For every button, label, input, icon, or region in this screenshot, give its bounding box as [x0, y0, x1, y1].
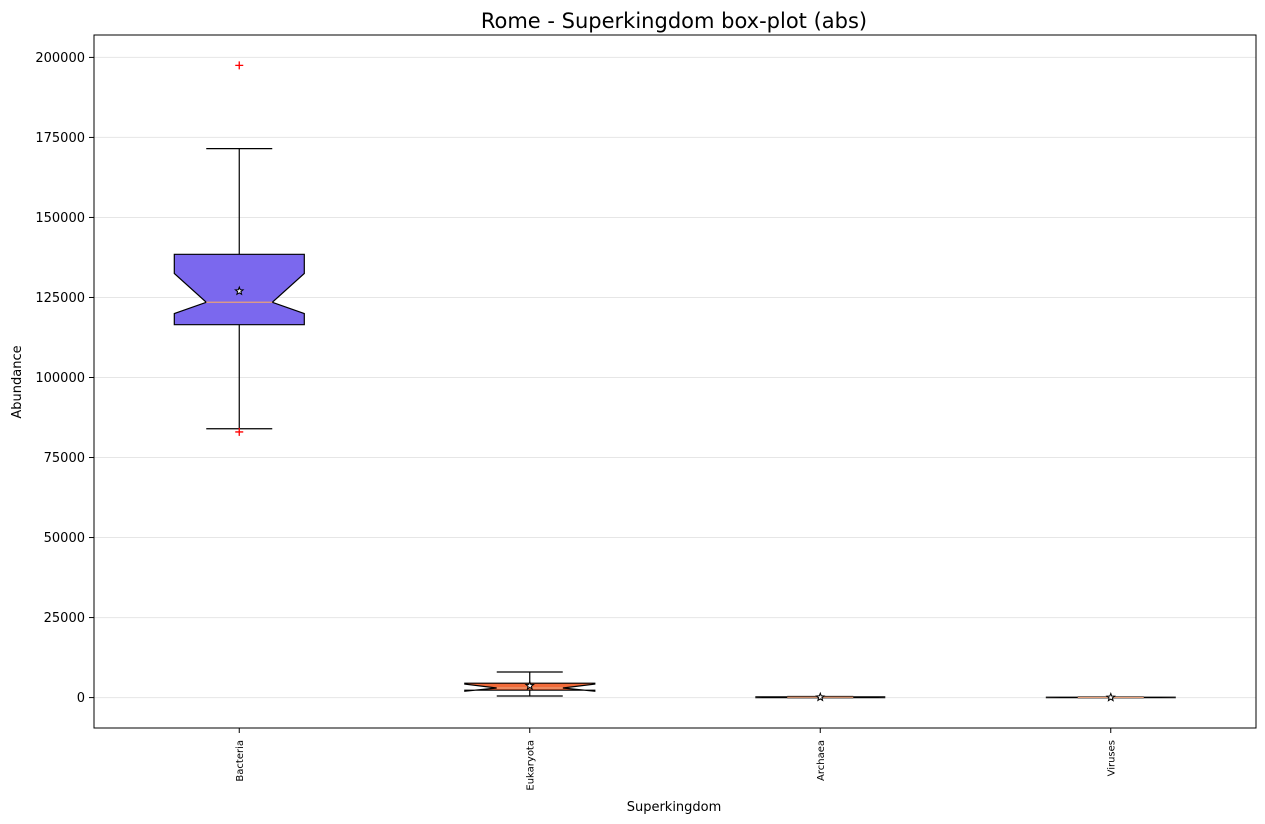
box-plots: [173, 61, 1176, 702]
y-axis: 0 25000 50000 75000 100000 125000 150000 175000…: [35, 51, 94, 706]
x-tick-label-1: Eukaryota: [525, 740, 536, 791]
box-bacteria: [173, 61, 305, 436]
y-tick-label-3: 75000: [44, 451, 85, 466]
x-tick-label-2: Archaea: [816, 740, 827, 781]
y-tick-label-4: 100000: [35, 371, 85, 386]
outlier-1: [235, 427, 244, 436]
x-axis: Bacteria Eukaryota Archaea Viruses: [235, 728, 1117, 791]
mean-marker: [1105, 691, 1116, 702]
y-tick-label-0: 0: [77, 691, 85, 706]
x-axis-label: Superkingdom: [627, 800, 722, 815]
x-tick-label-0: Bacteria: [235, 740, 246, 782]
y-tick-label-5: 125000: [35, 291, 85, 306]
outlier-0: [235, 61, 244, 70]
y-tick-label-8: 200000: [35, 51, 85, 66]
y-tick-label-7: 175000: [35, 131, 85, 146]
box-viruses: [1045, 691, 1176, 702]
grid: [94, 56, 1256, 699]
box-eukaryota: [464, 671, 596, 697]
y-tick-label-6: 150000: [35, 211, 85, 226]
box-archaea: [755, 691, 886, 702]
mean-marker: [815, 691, 826, 702]
mean-marker: [524, 680, 535, 691]
plot-frame: [93, 34, 1257, 729]
y-tick-label-2: 50000: [44, 531, 85, 546]
y-tick-label-1: 25000: [44, 611, 85, 626]
chart-title: Rome - Superkingdom box-plot (abs): [481, 9, 867, 33]
x-tick-label-3: Viruses: [1106, 740, 1117, 776]
y-axis-label: Abundance: [10, 345, 25, 418]
mean-marker: [234, 285, 245, 296]
